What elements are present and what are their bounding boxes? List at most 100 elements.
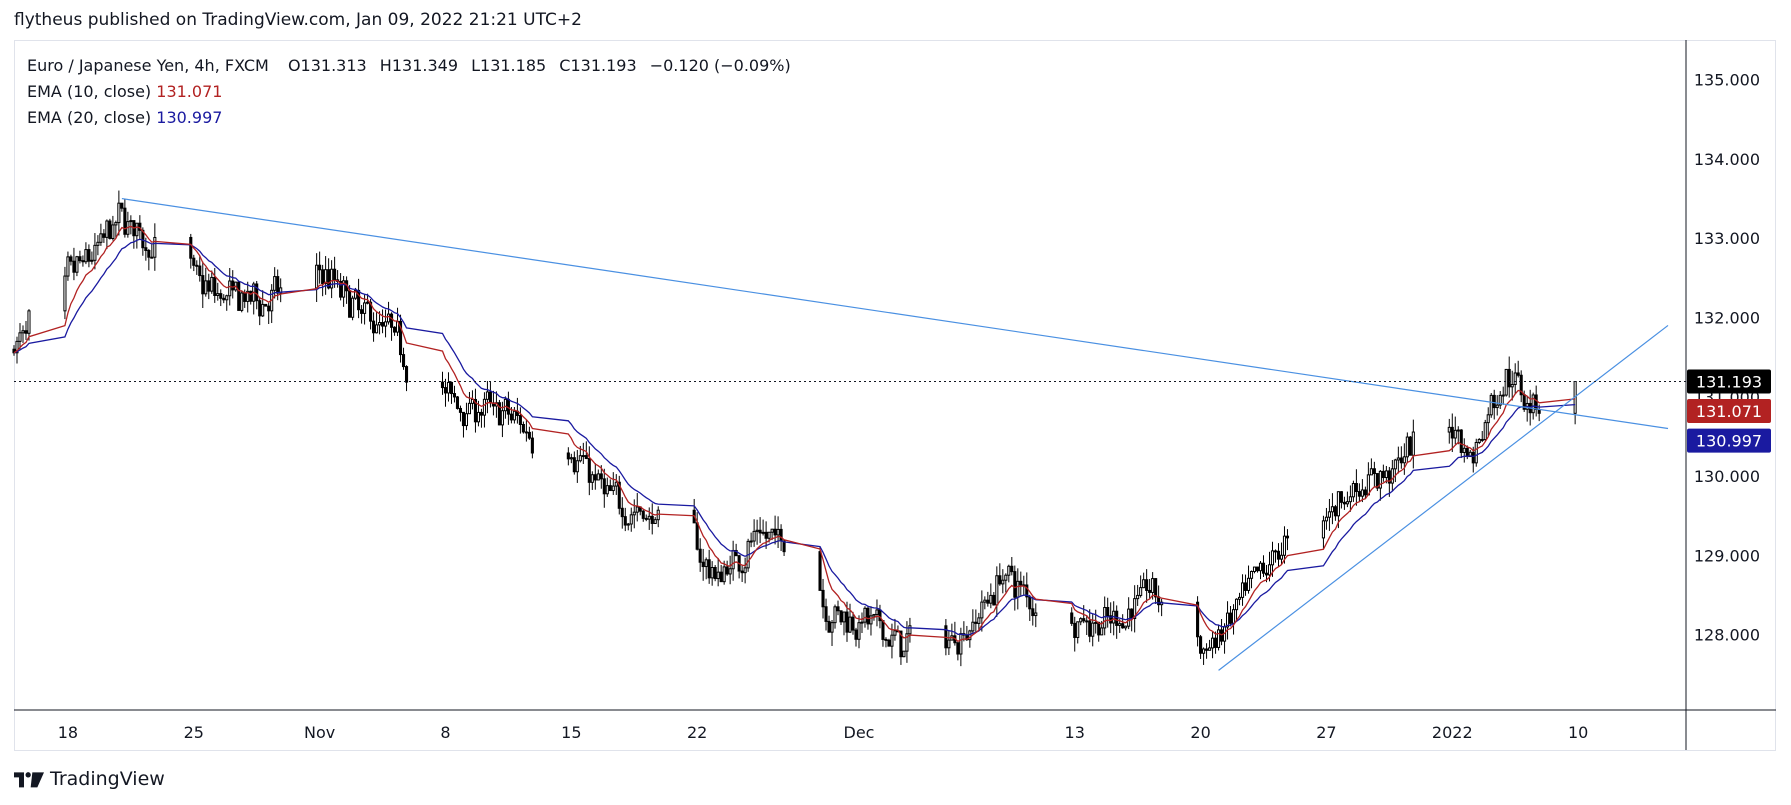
candle-body (440, 381, 445, 389)
candle-body (1091, 622, 1095, 637)
candle-body (267, 305, 271, 312)
candle-body (1351, 483, 1355, 498)
ema10-price-tag-bg (1687, 398, 1771, 423)
candle-body (1324, 516, 1328, 522)
candle-body (1492, 394, 1496, 409)
candle-body (18, 332, 22, 342)
candle-body (153, 236, 157, 258)
candle-body (725, 566, 729, 575)
candle-body (333, 268, 337, 281)
candle-body (204, 280, 208, 295)
candle-body (15, 340, 19, 354)
candle-body (647, 515, 651, 520)
candle-body (1028, 596, 1032, 610)
candle-body (731, 549, 735, 570)
candle-body (719, 571, 723, 583)
candle-body (1118, 623, 1122, 626)
candle-body (500, 410, 504, 426)
ema20-row[interactable]: EMA (20, close) 130.997 (27, 105, 799, 131)
candle-body (1321, 520, 1325, 539)
candle-body (1339, 491, 1343, 503)
candle-body (860, 621, 864, 624)
candle-body (956, 642, 960, 655)
candle-body (650, 515, 654, 524)
candle-body (503, 398, 507, 412)
candle-body (1357, 491, 1361, 497)
tradingview-brand[interactable]: TradingView (14, 768, 165, 790)
candle-body (321, 269, 325, 285)
candle-body (1148, 589, 1152, 593)
candle-body (629, 514, 633, 525)
y-tick-label: 129.000 (1694, 546, 1760, 565)
candle-body (653, 519, 657, 524)
last-price-tag: 131.193 (1696, 373, 1762, 392)
candle-body (1258, 562, 1263, 572)
candle-body (590, 474, 594, 483)
candle-body (608, 485, 612, 492)
candle-body (401, 354, 406, 368)
trend-line[interactable] (121, 197, 1669, 430)
candle-body (527, 431, 531, 439)
candle-body (1124, 625, 1128, 629)
candle-body (824, 606, 828, 622)
candle-body (1504, 368, 1508, 396)
candle-body (995, 575, 999, 606)
candle-body (710, 567, 714, 579)
candle-body (1261, 562, 1266, 574)
candle-body (449, 381, 454, 395)
candle-body (1387, 470, 1391, 484)
candle-body (1483, 422, 1487, 441)
candle-body (764, 531, 768, 539)
candle-body (246, 290, 250, 302)
candle-body (899, 630, 903, 658)
candle-body (641, 510, 645, 519)
candle-body (389, 313, 394, 328)
symbol-title[interactable]: Euro / Japanese Yen, 4h, FXCM (27, 56, 269, 75)
candle-body (728, 568, 732, 575)
candle-body (1097, 621, 1101, 636)
candle-body (602, 478, 606, 495)
candle-body (1106, 607, 1110, 617)
candle-body (458, 407, 463, 413)
candle-body (611, 485, 615, 492)
candle-body (1534, 394, 1538, 410)
candle-body (189, 236, 193, 259)
candle-body (1031, 608, 1035, 617)
trend-line[interactable] (1218, 324, 1669, 671)
candle-body (1196, 601, 1200, 638)
candle-body (614, 481, 618, 487)
candle-body (1025, 584, 1029, 598)
candle-body (117, 202, 121, 224)
y-tick-label: 134.000 (1694, 150, 1760, 169)
candle-body (518, 415, 522, 426)
candle-body (1205, 648, 1209, 651)
high-value: 131.349 (391, 56, 458, 75)
candle-body (237, 281, 241, 311)
candle-body (524, 431, 528, 434)
x-tick-label: 27 (1316, 723, 1336, 742)
candle-body (1085, 620, 1089, 623)
candle-body (315, 264, 319, 289)
candle-body (1240, 582, 1245, 598)
candle-body (599, 473, 603, 480)
candle-body (983, 599, 987, 603)
candle-body (261, 303, 265, 317)
close-value: 131.193 (570, 56, 637, 75)
candle-body (644, 517, 648, 520)
candle-body (1151, 578, 1155, 593)
candle-body (1004, 574, 1008, 581)
candle-body (521, 424, 525, 433)
candle-body (1211, 637, 1215, 649)
open-value: 131.313 (300, 56, 367, 75)
ema20-line[interactable] (13, 238, 1576, 636)
candle-body (1019, 580, 1023, 586)
candle-body (620, 507, 624, 518)
ema10-row[interactable]: EMA (10, close) 131.071 (27, 79, 799, 105)
candle-body (1154, 578, 1158, 598)
candle-body (1010, 565, 1014, 573)
ema10-line[interactable] (13, 225, 1576, 643)
y-tick-label: 135.000 (1694, 71, 1760, 90)
candle-body (369, 301, 373, 322)
candle-body (869, 615, 873, 625)
